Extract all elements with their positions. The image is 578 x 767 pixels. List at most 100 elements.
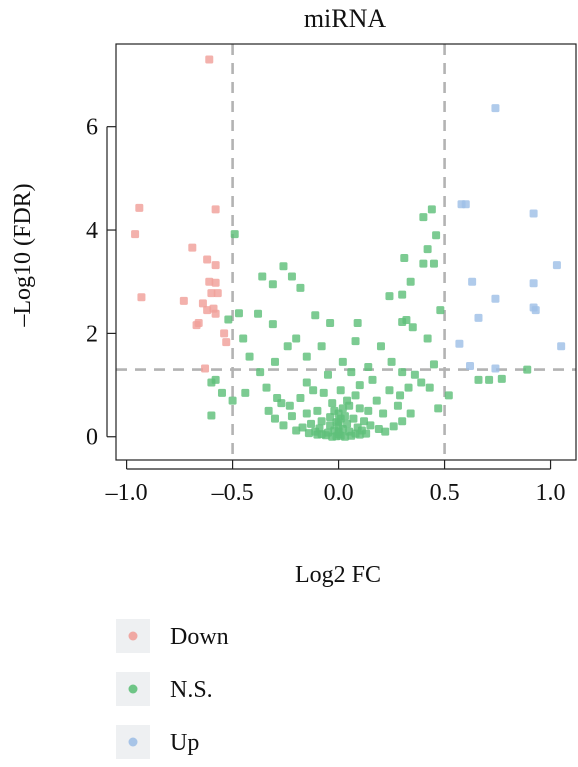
point-ns-7 — [326, 319, 335, 328]
data-points — [131, 55, 566, 441]
point-down-9 — [137, 293, 146, 302]
point-ns-114 — [406, 409, 415, 418]
point-ns-129 — [357, 426, 366, 435]
point-ns-32 — [432, 231, 441, 240]
point-ns-29 — [425, 383, 434, 392]
point-ns-74 — [328, 399, 337, 408]
point-down-4 — [188, 243, 197, 252]
point-ns-20 — [292, 334, 301, 343]
point-ns-2 — [279, 262, 288, 271]
point-up-11 — [455, 339, 464, 348]
point-ns-64 — [285, 401, 294, 410]
point-down-10 — [179, 296, 188, 305]
point-ns-9 — [268, 320, 277, 329]
point-ns-33 — [423, 245, 432, 254]
point-ns-126 — [326, 421, 335, 430]
point-down-5 — [203, 255, 212, 264]
point-ns-10 — [283, 342, 292, 351]
point-down-11 — [207, 289, 216, 298]
point-ns-50 — [497, 374, 506, 383]
x-tick-label-0: –1.0 — [105, 480, 148, 506]
point-ns-45 — [429, 360, 438, 369]
point-ns-62 — [302, 378, 311, 387]
point-ns-112 — [398, 417, 407, 426]
point-ns-109 — [304, 429, 313, 438]
point-ns-27 — [410, 370, 419, 379]
point-ns-14 — [207, 378, 216, 387]
point-ns-57 — [434, 404, 443, 413]
point-ns-46 — [353, 319, 362, 328]
point-ns-1 — [258, 272, 267, 281]
point-ns-44 — [423, 334, 432, 343]
point-ns-59 — [396, 391, 405, 400]
point-ns-87 — [366, 421, 375, 430]
point-ns-8 — [254, 309, 263, 318]
point-down-16 — [211, 309, 220, 318]
point-ns-55 — [262, 383, 271, 392]
point-ns-49 — [485, 375, 494, 384]
legend: Down N.S. Up — [116, 619, 229, 759]
point-ns-30 — [427, 205, 436, 214]
point-ns-82 — [326, 413, 335, 422]
point-ns-115 — [264, 406, 273, 415]
point-ns-105 — [321, 431, 330, 440]
point-down-19 — [220, 329, 229, 338]
point-ns-130 — [311, 427, 320, 436]
point-ns-34 — [419, 259, 428, 268]
point-down-7 — [205, 277, 214, 286]
y-tick-label-1: 2 — [86, 321, 98, 347]
point-ns-19 — [270, 357, 279, 366]
point-ns-69 — [323, 370, 332, 379]
point-ns-120 — [379, 409, 388, 418]
point-ns-23 — [351, 337, 360, 346]
point-ns-39 — [429, 259, 438, 268]
point-ns-86 — [307, 419, 316, 428]
point-ns-121 — [287, 412, 296, 421]
point-ns-38 — [406, 277, 415, 286]
point-ns-66 — [338, 357, 347, 366]
point-ns-21 — [302, 352, 311, 361]
chart-title: miRNA — [304, 4, 387, 33]
point-ns-43 — [436, 306, 445, 315]
point-ns-4 — [287, 272, 296, 281]
legend-label-ns: N.S. — [170, 677, 213, 703]
point-down-8 — [211, 278, 220, 287]
point-ns-12 — [224, 315, 233, 324]
legend-marker-ns — [128, 684, 138, 694]
point-ns-41 — [398, 318, 407, 327]
point-down-0 — [205, 55, 214, 64]
point-down-13 — [198, 299, 207, 308]
point-up-9 — [531, 306, 540, 315]
point-up-0 — [491, 104, 500, 113]
x-tick-label-4: 1.0 — [536, 480, 566, 506]
point-up-13 — [466, 361, 475, 370]
point-down-2 — [211, 205, 220, 214]
legend-label-up: Up — [170, 730, 199, 756]
point-ns-119 — [296, 393, 305, 402]
point-ns-63 — [309, 386, 318, 395]
plot-frame — [115, 43, 577, 461]
point-ns-122 — [364, 406, 373, 415]
point-ns-133 — [332, 418, 341, 427]
y-tick-label-3: 6 — [86, 115, 98, 141]
point-up-7 — [491, 294, 500, 303]
point-ns-48 — [474, 375, 483, 384]
point-up-3 — [529, 209, 538, 218]
point-ns-53 — [228, 396, 237, 405]
point-ns-103 — [328, 432, 337, 441]
point-ns-58 — [404, 383, 413, 392]
point-down-18 — [192, 321, 201, 330]
point-ns-54 — [241, 388, 250, 397]
point-down-1 — [135, 203, 144, 212]
x-tick-label-2: 0.0 — [324, 480, 354, 506]
point-ns-118 — [372, 396, 381, 405]
point-ns-89 — [374, 424, 383, 433]
legend-marker-down — [128, 631, 138, 641]
point-ns-22 — [317, 342, 326, 351]
point-up-4 — [552, 261, 561, 270]
y-tick-label-0: 0 — [86, 425, 98, 451]
x-tick-label-3: 0.5 — [430, 480, 460, 506]
point-ns-26 — [398, 368, 407, 377]
